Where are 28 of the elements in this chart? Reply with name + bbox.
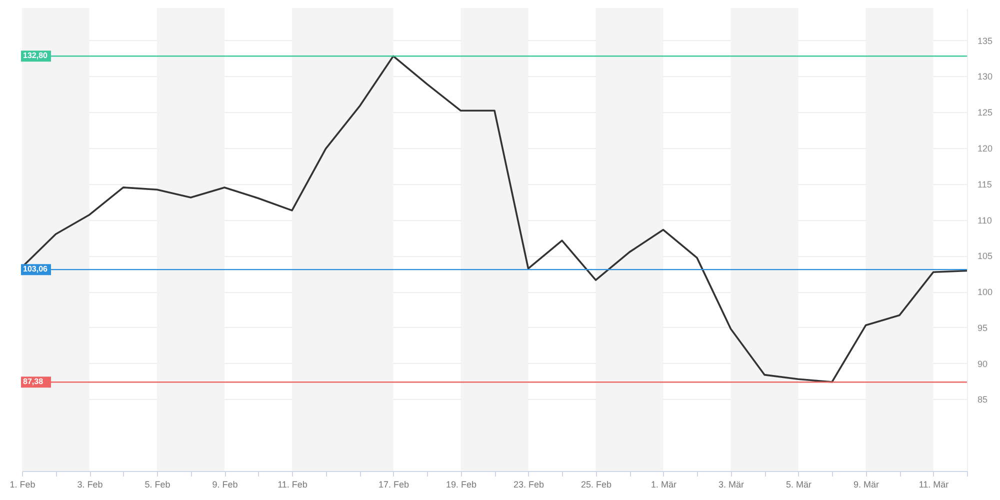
ref-line-label: 132,80 xyxy=(23,51,48,60)
x-tick-label: 9. Feb xyxy=(212,480,238,490)
y-tick-label: 95 xyxy=(978,322,988,333)
x-tick-label: 11. Feb xyxy=(278,480,308,490)
x-tick-label: 1. Feb xyxy=(10,480,36,490)
y-tick-label: 85 xyxy=(978,394,988,405)
y-tick-label: 125 xyxy=(978,108,993,118)
x-tick-label: 5. Feb xyxy=(144,480,170,490)
x-tick-label: 25. Feb xyxy=(580,480,612,490)
x-tick-label: 9. Mär xyxy=(853,480,880,490)
ref-line-label: 103,06 xyxy=(23,264,48,274)
x-tick-label: 5. Mär xyxy=(786,480,812,490)
y-tick-label: 100 xyxy=(978,287,993,298)
x-tick-label: 1. Mär xyxy=(650,480,677,490)
x-tick-label: 11. Mär xyxy=(918,480,949,490)
y-tick-label: 110 xyxy=(978,215,992,226)
x-tick-label: 3. Mär xyxy=(718,480,744,490)
x-tick-label: 23. Feb xyxy=(513,480,544,490)
x-tick-label: 17. Feb xyxy=(378,480,410,490)
x-tick-label: 3. Feb xyxy=(77,480,103,490)
y-tick-label: 90 xyxy=(978,358,988,369)
y-tick-label: 135 xyxy=(978,36,993,46)
y-tick-label: 120 xyxy=(978,143,993,154)
y-tick-label: 115 xyxy=(978,179,992,190)
y-tick-label: 105 xyxy=(978,251,993,262)
y-tick-label: 130 xyxy=(978,72,993,82)
ref-line-label: 87,38 xyxy=(23,377,44,386)
x-tick-label: 19. Feb xyxy=(446,480,477,490)
